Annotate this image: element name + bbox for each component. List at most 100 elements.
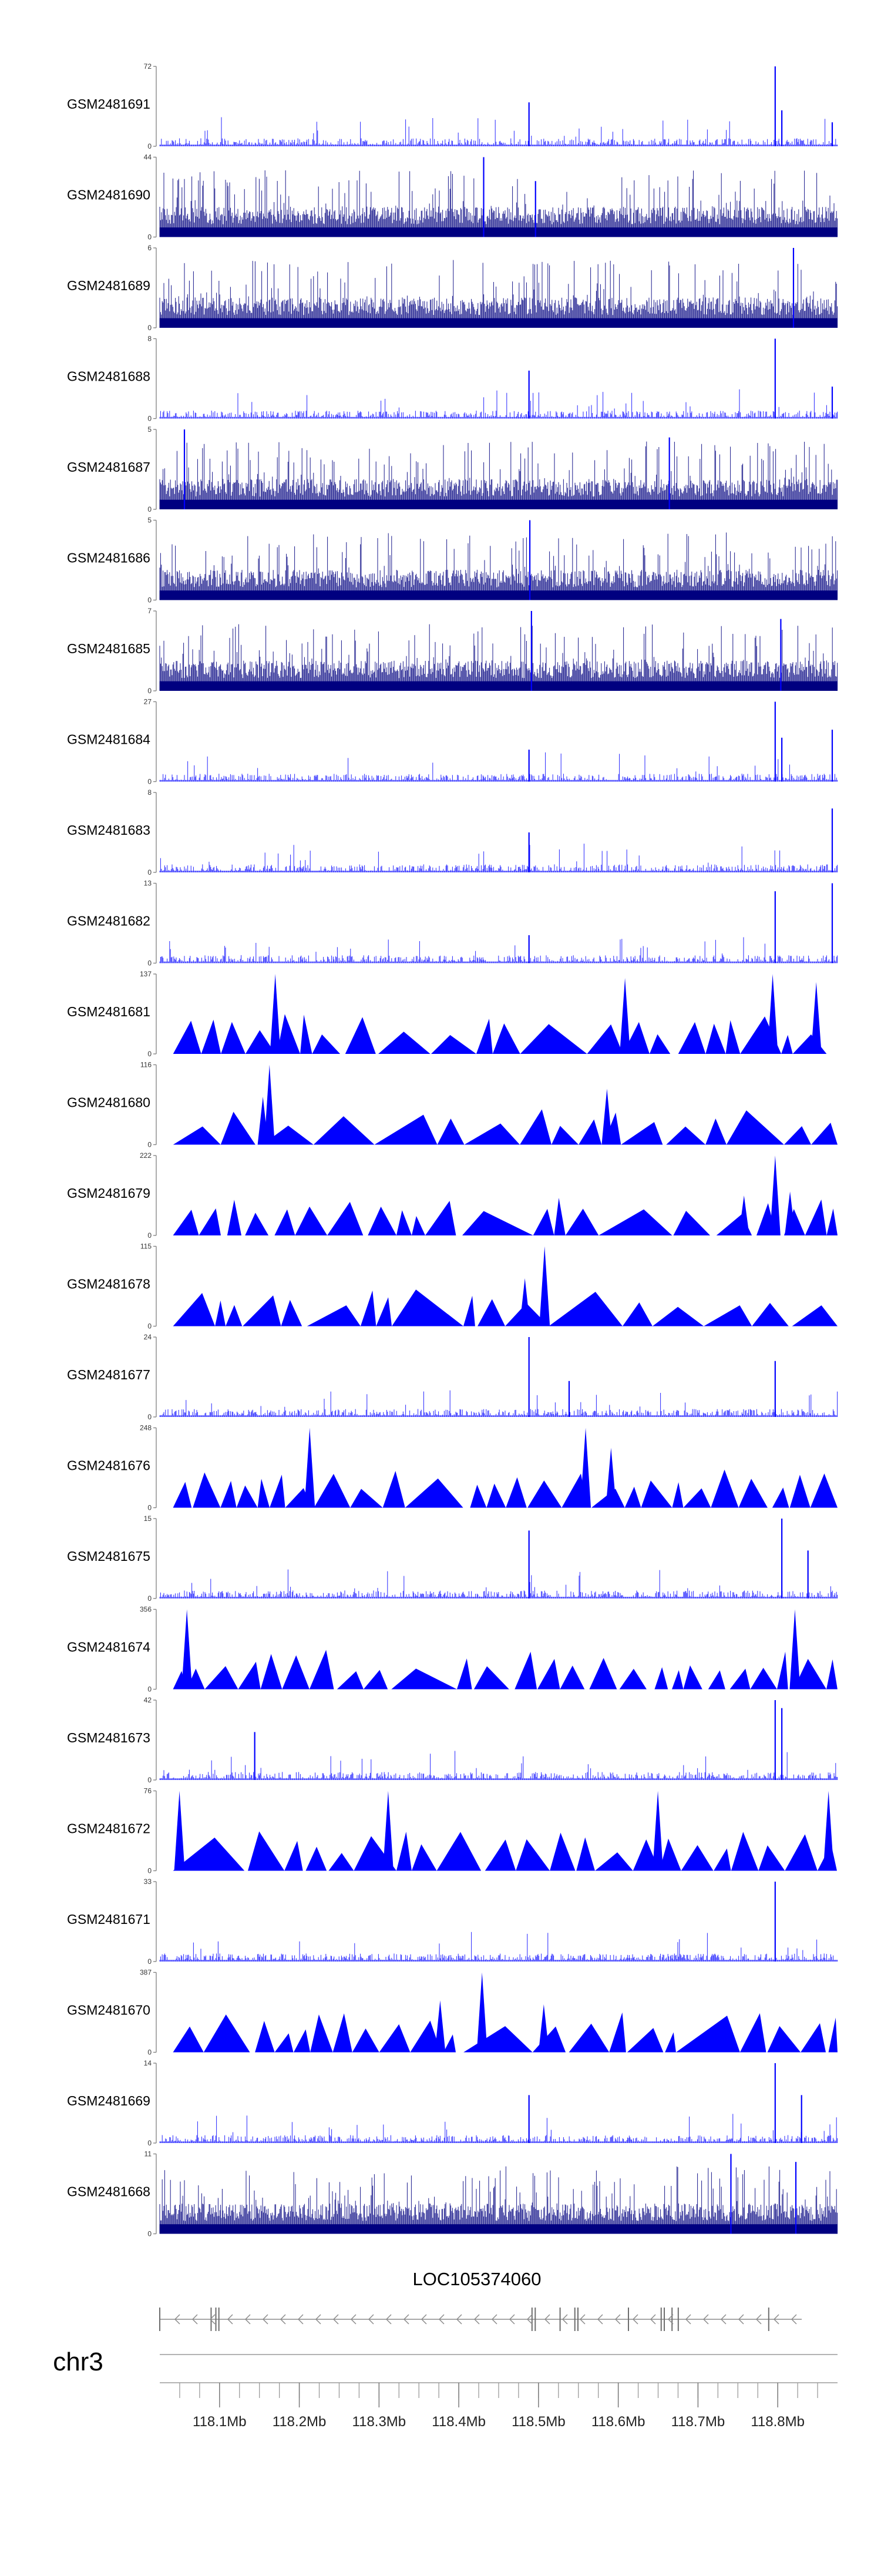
strand-arrow-icon xyxy=(174,2314,180,2325)
coverage-triangle xyxy=(492,1023,520,1054)
y-max-label: 11 xyxy=(144,2150,152,2158)
coverage-triangle xyxy=(215,1300,226,1326)
coverage-triangle xyxy=(462,1211,533,1235)
y-min-label: 0 xyxy=(147,1685,152,1694)
strand-arrow-icon xyxy=(244,2314,251,2325)
coverage-triangle xyxy=(376,1297,392,1326)
y-min-label: 0 xyxy=(147,1231,152,1240)
coverage-triangle xyxy=(312,1034,341,1054)
strand-arrow-icon xyxy=(297,2314,304,2325)
peak-triangle xyxy=(519,1278,530,1326)
coverage-triangle xyxy=(516,1839,550,1871)
coverage-triangle xyxy=(811,1123,838,1145)
coverage-triangle xyxy=(396,1210,412,1235)
y-min-label: 0 xyxy=(147,1141,152,1149)
axis-tick-label: 118.6Mb xyxy=(591,2414,645,2430)
coverage-triangle xyxy=(352,2028,379,2053)
strand-arrow-icon xyxy=(738,2314,744,2325)
strand-arrow-icon xyxy=(332,2314,339,2325)
track-GSM2481675: GSM2481675 15 0 xyxy=(67,1514,838,1603)
peak-triangle xyxy=(476,1972,487,2053)
coverage-baseline-band xyxy=(160,227,838,237)
peak-triangle xyxy=(538,2004,549,2053)
y-min-label: 0 xyxy=(147,868,152,876)
track-label: GSM2481669 xyxy=(67,2093,150,2108)
strand-arrow-icon xyxy=(280,2314,286,2325)
track-GSM2481680: GSM2481680 116 0 xyxy=(67,1061,838,1149)
coverage-triangle xyxy=(274,1209,295,1235)
axis-tick-label: 118.2Mb xyxy=(273,2414,327,2430)
strand-arrow-icon xyxy=(403,2314,409,2325)
axis-tick-label: 118.1Mb xyxy=(193,2414,247,2430)
coverage-triangle xyxy=(203,2014,250,2053)
coverage-baseline-band xyxy=(160,590,838,600)
coverage-triangle xyxy=(758,1845,785,1871)
strand-arrow-icon xyxy=(632,2314,638,2325)
y-max-label: 5 xyxy=(147,425,152,434)
peak-triangle xyxy=(823,1791,834,1871)
coverage-triangle xyxy=(826,1208,838,1235)
y-min-label: 0 xyxy=(147,1594,152,1603)
y-max-label: 8 xyxy=(147,788,152,797)
coverage-triangle xyxy=(619,1668,647,1690)
track-GSM2481669: GSM2481669 14 0 xyxy=(67,2059,838,2147)
peak-triangle xyxy=(257,1096,268,1145)
y-min-label: 0 xyxy=(147,2139,152,2147)
coverage-triangle xyxy=(515,1651,537,1690)
peak-triangle xyxy=(539,1246,550,1326)
strand-arrow-icon xyxy=(667,2314,674,2325)
track-GSM2481674: GSM2481674 356 0 xyxy=(67,1606,838,1694)
track-GSM2481670: GSM2481670 387 0 xyxy=(67,1969,838,2057)
coverage-baseline-band xyxy=(160,2224,838,2234)
strand-arrow-icon xyxy=(685,2314,691,2325)
coverage-triangle xyxy=(826,1659,838,1690)
coverage-triangle xyxy=(726,1110,784,1145)
strand-arrow-icon xyxy=(544,2314,550,2325)
coverage-triangle xyxy=(313,1116,375,1145)
peak-triangle xyxy=(601,1089,613,1145)
coverage-triangle xyxy=(307,1305,361,1326)
strand-arrow-icon xyxy=(650,2314,656,2325)
coverage-triangle xyxy=(598,1209,672,1235)
coverage-triangle xyxy=(262,1126,314,1145)
strand-arrow-icon xyxy=(209,2314,216,2325)
y-min-label: 0 xyxy=(147,233,152,241)
y-max-label: 248 xyxy=(140,1424,152,1432)
coverage-triangle xyxy=(405,1478,463,1508)
gene-track: LOC105374060 xyxy=(159,2269,802,2331)
strand-arrow-icon xyxy=(579,2314,586,2325)
track-GSM2481683: GSM2481683 8 0 xyxy=(67,788,838,876)
coverage-triangle xyxy=(666,1126,706,1145)
track-label: GSM2481684 xyxy=(67,732,150,747)
track-GSM2481685: GSM2481685 7 0 xyxy=(67,607,838,695)
track-GSM2481684: GSM2481684 27 0 xyxy=(67,698,838,786)
coverage-triangle xyxy=(411,1844,437,1871)
coverage-triangle xyxy=(193,1472,221,1508)
strand-arrow-icon xyxy=(191,2314,198,2325)
coverage-triangle xyxy=(673,1211,711,1235)
coverage-triangle xyxy=(576,1837,596,1871)
coverage-triangle xyxy=(337,1671,364,1690)
coverage-triangle xyxy=(281,1299,302,1326)
coverage-triangle xyxy=(443,2034,456,2053)
track-label: GSM2481688 xyxy=(67,369,150,384)
track-GSM2481678: GSM2481678 115 0 xyxy=(67,1242,838,1331)
coverage-triangle xyxy=(589,1658,617,1690)
coverage-triangle xyxy=(257,1479,270,1508)
track-GSM2481677: GSM2481677 24 0 xyxy=(67,1333,838,1421)
genome-axis: chr3 118.1Mb 118.2Mb 118.3Mb 118.4Mb 118.5Mb 1… xyxy=(53,2347,838,2430)
tracks-layer: GSM2481691720GSM2481690440GSM248168960GS… xyxy=(67,62,838,2238)
coverage-triangle xyxy=(683,1488,711,1508)
peak-triangle xyxy=(606,1447,617,1508)
track-label: GSM2481689 xyxy=(67,278,150,293)
y-max-label: 42 xyxy=(144,1696,152,1704)
track-GSM2481679: GSM2481679 222 0 xyxy=(67,1151,838,1240)
coverage-triangle xyxy=(587,1024,623,1054)
coverage-bars xyxy=(159,937,838,963)
gene-label: LOC105374060 xyxy=(413,2269,542,2289)
coverage-triangle xyxy=(382,1470,405,1508)
chromosome-label: chr3 xyxy=(53,2347,103,2376)
strand-arrow-icon xyxy=(227,2314,233,2325)
coverage-bars xyxy=(159,1390,838,1417)
